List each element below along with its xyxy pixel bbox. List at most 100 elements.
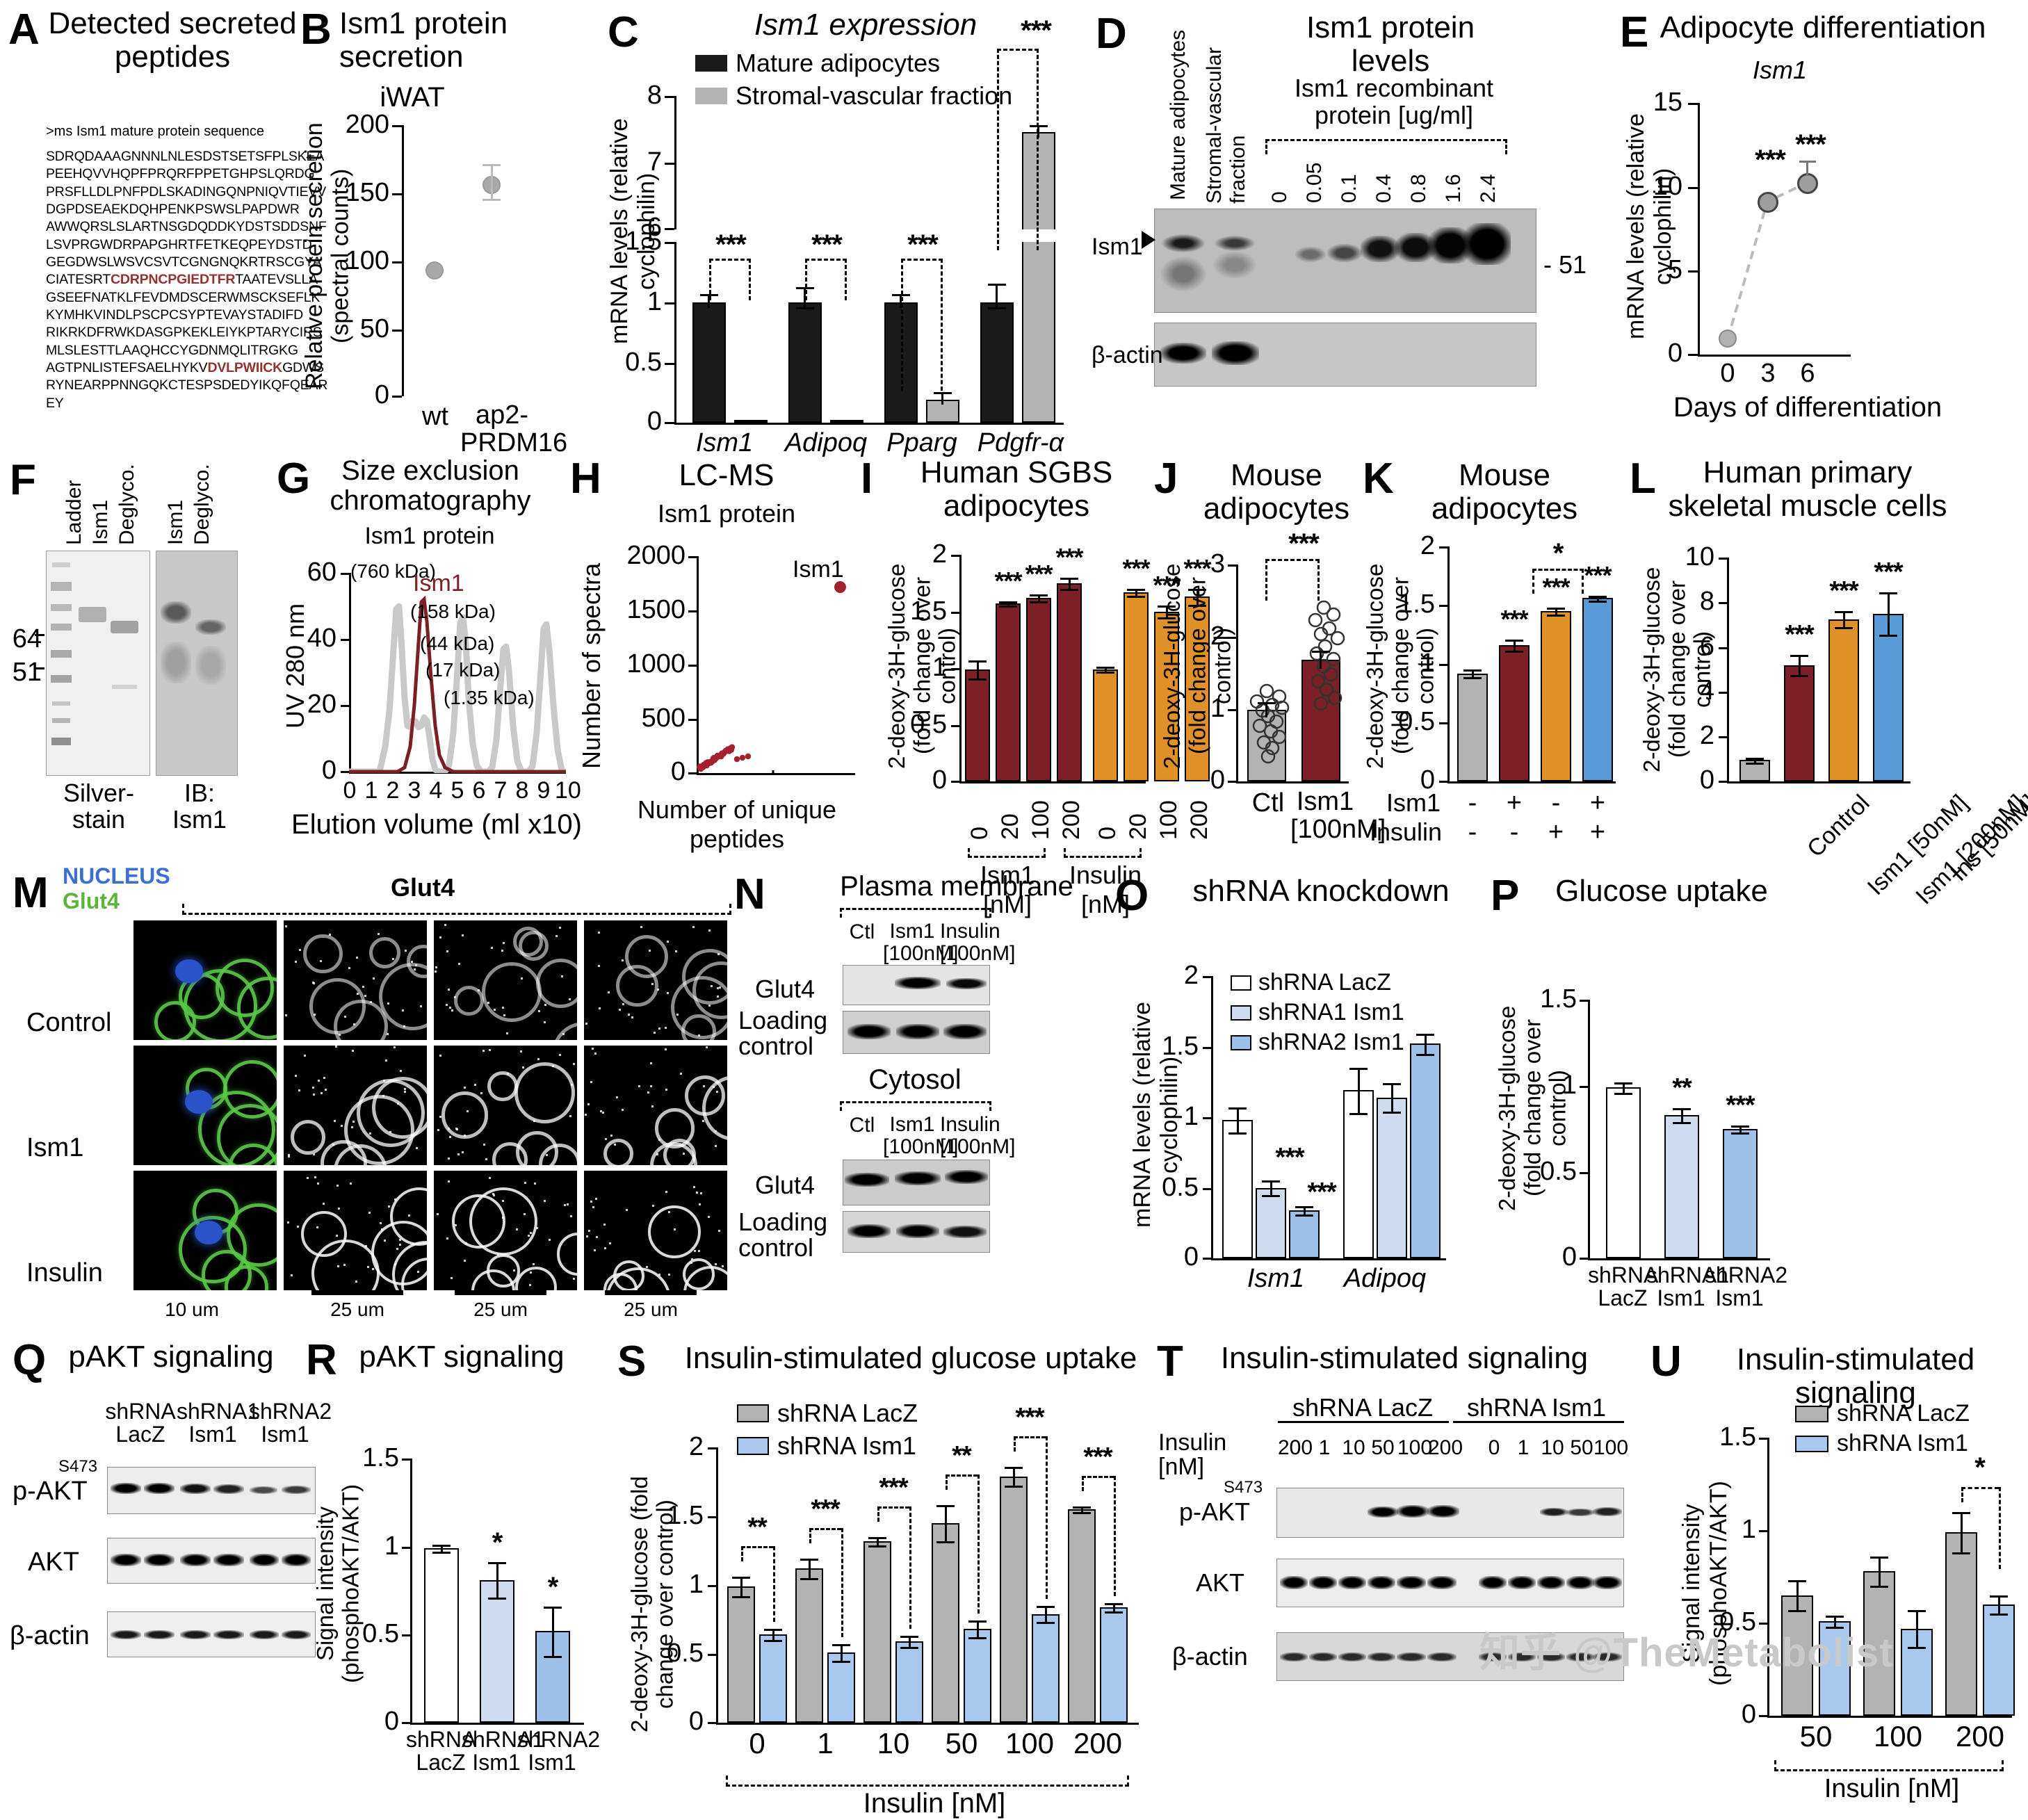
ytick: 60 [296, 558, 336, 587]
sequence-highlight: DVLPWIICK [207, 360, 282, 375]
sequence-line: RIKRKDFRWKDASGPKEKLEIYKPTARYCIRS [46, 324, 303, 341]
panel-s-letter: S [617, 1340, 645, 1383]
panel-g-xticks: 0 1 2 3 4 5 6 7 8 9 10 [349, 777, 571, 805]
legend-swatch-svf [695, 88, 727, 104]
errorbar-cap [1731, 1132, 1749, 1135]
xtick: 3 [404, 777, 425, 804]
blot-bactin [1154, 323, 1536, 387]
scalebar-label-3: 25 um [595, 1299, 706, 1321]
sig-bracket-arm [978, 1474, 980, 1614]
significance: *** [692, 229, 769, 261]
panel-a: A Detected secreted peptides >ms Ism1 ma… [6, 6, 305, 437]
ytick: 1.5 [1525, 984, 1577, 1014]
bar [932, 1523, 959, 1723]
micrograph-cell [434, 920, 577, 1040]
ytick: 0 [608, 407, 662, 437]
dose-header: Ism1 recombinant protein [ug/ml] [1258, 75, 1530, 129]
panel-e-subtitle: Ism1 [1717, 56, 1842, 85]
lane-label-mature: Mature adipocytes [1167, 26, 1190, 200]
micrograph-cell [284, 1046, 427, 1165]
panel-h: H LC-MS Ism1 protein Number of spectra 2… [570, 450, 862, 868]
errorbar [1888, 592, 1890, 635]
errorbar-cap [868, 1545, 886, 1547]
significance: *** [1258, 528, 1349, 560]
xtick: 200 [1068, 1728, 1128, 1759]
panel-a-letter: A [8, 8, 39, 51]
row-label-akt-t: AKT [1196, 1568, 1244, 1598]
errorbar-cap [900, 1636, 918, 1638]
xtick: 0 [727, 1728, 787, 1759]
bar [1032, 1614, 1060, 1723]
bar [1093, 669, 1118, 781]
errorbar [1237, 1107, 1239, 1133]
bar [424, 1548, 459, 1723]
errorbar-cap [1030, 601, 1048, 603]
caption-silver-stain: Silver-stain [43, 780, 154, 833]
errorbar-cap [1262, 1180, 1280, 1183]
errorbar-cap [1547, 608, 1565, 610]
micrograph-cell [584, 1171, 727, 1290]
sequence-line: AGTPNLISTEFSAELHYKVDVLPWIICKGDWS [46, 359, 303, 377]
panel-r-ylabel: Signal intensity (phosphoAKT/AKT) [313, 1445, 373, 1723]
panel-u-ylabel: Signal intensity (phosphoAKT/AKT) [1678, 1438, 1709, 1730]
panel-h-highlight-label: Ism1 [793, 556, 844, 583]
ytick: 0.5 [1377, 707, 1435, 737]
legend-label-svf: Stromal-vascular fraction [736, 81, 1012, 111]
panel-k-title: Mouse adipocytes [1393, 459, 1616, 525]
ytick: 7 [619, 147, 662, 177]
tick [392, 261, 402, 263]
bar [1289, 1210, 1320, 1258]
bar [480, 1580, 514, 1723]
errorbar-cap [1505, 640, 1523, 642]
xtick: 100 [1863, 1721, 1933, 1752]
annot-44kda: (44 kDa) [420, 633, 494, 655]
errorbar-cap [1589, 596, 1607, 598]
sig-bracket-arm [1961, 1487, 1963, 1502]
errorbar-cap [1990, 1614, 2008, 1616]
xtick: 0 [966, 786, 993, 840]
dose-label: 1 [1509, 1436, 1538, 1460]
ytick: 0.5 [1525, 1157, 1577, 1187]
bar [1457, 674, 1488, 781]
errorbar-cap [1826, 1616, 1844, 1618]
bar [1723, 1129, 1758, 1258]
micrograph-cell [133, 920, 277, 1040]
bar [827, 1652, 855, 1723]
bar [795, 1568, 823, 1723]
phospho-site: S473 [58, 1457, 97, 1477]
panel-s: S Insulin-stimulated glucose uptake 2-de… [615, 1333, 1157, 1820]
ytick: 500 [609, 704, 686, 733]
legend-label-mature: Mature adipocytes [736, 49, 940, 78]
sequence-line: PRSFLLDLPNFPDLSKADINGQNPNIQVTIEVV [46, 184, 303, 201]
sig-bracket-arm [946, 1474, 948, 1490]
row-symbol-ism1: - [1457, 788, 1488, 818]
tick [665, 163, 674, 165]
xtick: 8 [512, 777, 533, 804]
sig-bracket-arm [841, 1528, 843, 1637]
glut4-bracket [182, 904, 731, 915]
ytick: 2 [1144, 961, 1199, 991]
bar [1410, 1043, 1441, 1258]
ytick: 5 [1639, 255, 1682, 285]
ytick: 1 [647, 1570, 704, 1600]
panel-q-letter: Q [13, 1339, 45, 1382]
panel-k-letter: K [1363, 457, 1393, 501]
bar-ism1-mature [692, 302, 726, 423]
panel-s-title: Insulin-stimulated glucose uptake [667, 1342, 1154, 1375]
blot-pakt-t [1276, 1488, 1624, 1538]
ytick: 2 [890, 539, 947, 569]
errorbar-cap [1073, 1512, 1091, 1514]
errorbar-cap [1105, 1611, 1123, 1614]
panel-p-bars: ** *** [1588, 1000, 1771, 1258]
insulin-label-t: Insulin [nM] [1158, 1431, 1226, 1479]
errorbar [809, 1559, 811, 1578]
xtick: 7 [490, 777, 511, 804]
errorbar-cap [1870, 1586, 1888, 1588]
significance: *** [788, 229, 865, 261]
figure-root: A Detected secreted peptides >ms Ism1 ma… [0, 0, 2028, 1819]
dose-label: 0 [1479, 1436, 1509, 1460]
significance: *** [884, 229, 961, 261]
row-glut4-cyt: Glut4 [755, 1171, 815, 1200]
errorbar-cap [432, 1552, 451, 1554]
errorbar-cap [936, 1541, 955, 1543]
